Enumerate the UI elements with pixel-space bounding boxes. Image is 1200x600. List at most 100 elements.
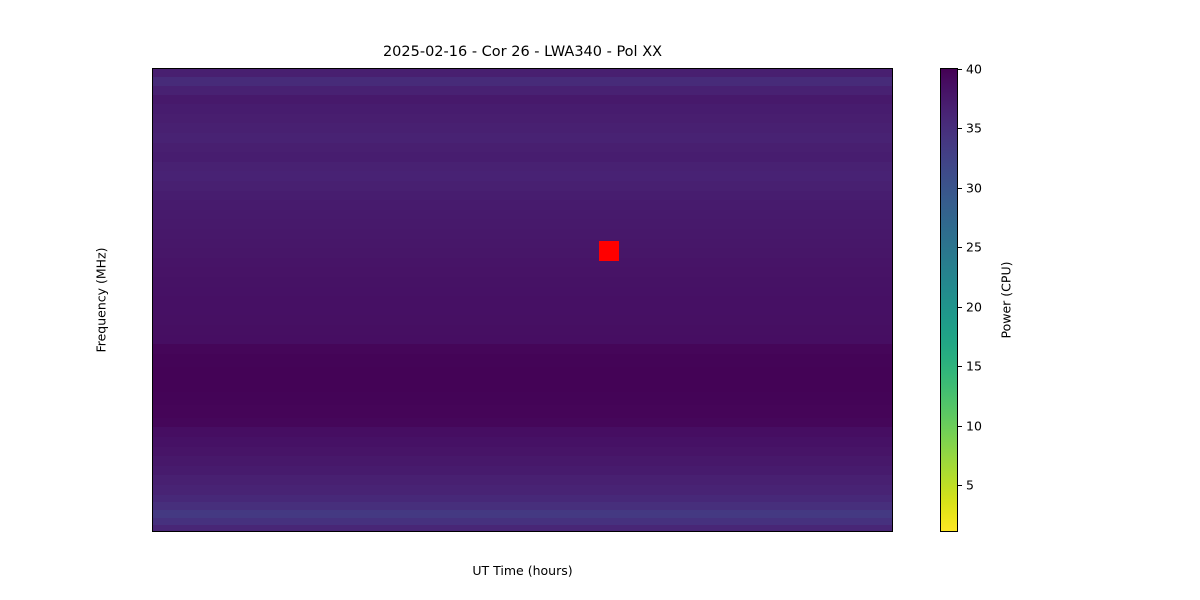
heatmap-band xyxy=(153,257,892,268)
x-tick-minor-mark xyxy=(657,531,658,532)
heatmap-band xyxy=(153,181,892,192)
colorbar[interactable]: 5 10 15 20 25 30 35 40 xyxy=(940,62,982,532)
y-axis-label: Frequency (MHz) xyxy=(93,247,109,353)
heatmap-band xyxy=(153,502,892,511)
heatmap-band xyxy=(153,77,892,87)
heatmap-band xyxy=(153,437,892,448)
x-tick-minor-mark xyxy=(628,531,629,532)
colorbar-tick-mark xyxy=(957,128,962,130)
heatmap-band xyxy=(153,525,892,531)
heatmap-band xyxy=(153,405,892,419)
heatmap-band xyxy=(153,219,892,230)
x-tick-minor-mark xyxy=(315,531,316,532)
colorbar-label: Power (CPU) xyxy=(998,261,1014,339)
heatmap-band xyxy=(153,209,892,220)
y-tick-mark xyxy=(152,431,153,432)
x-tick-minor-mark xyxy=(828,531,829,532)
heatmap-image xyxy=(153,69,892,531)
x-tick-minor-mark xyxy=(514,531,515,532)
heatmap-band xyxy=(153,366,892,380)
x-tick-minor-mark xyxy=(714,531,715,532)
heatmap-band xyxy=(153,343,892,355)
plot-title: 2025-02-16 - Cor 26 - LWA340 - Pol XX xyxy=(382,44,663,60)
x-tick-minor-mark xyxy=(543,531,544,532)
heatmap-band xyxy=(153,509,892,519)
x-axis-label: UT Time (hours) xyxy=(472,563,573,578)
heatmap-band xyxy=(153,325,892,336)
heatmap-band xyxy=(153,171,892,182)
x-tick-minor-mark xyxy=(286,531,287,532)
colorbar-tick-label: 20 xyxy=(966,299,982,315)
colorbar-tick-mark xyxy=(957,485,962,487)
x-tick-minor-mark xyxy=(771,531,772,532)
event-marker-icon[interactable] xyxy=(599,241,619,262)
heatmap-band xyxy=(153,517,892,526)
x-tick-mark xyxy=(229,531,230,532)
heatmap-band xyxy=(153,296,892,307)
heatmap-band xyxy=(153,248,892,259)
heatmap-band xyxy=(153,446,892,457)
y-tick-mark xyxy=(152,303,153,304)
x-tick-minor-mark xyxy=(856,531,857,532)
x-tick-minor-mark xyxy=(600,531,601,532)
colorbar-tick-mark xyxy=(957,425,962,427)
heatmap-band xyxy=(153,494,892,503)
heatmap-band xyxy=(153,465,892,476)
heatmap-band xyxy=(153,427,892,438)
heatmap-band xyxy=(153,123,892,134)
heatmap-band xyxy=(153,152,892,163)
colorbar-tick-mark xyxy=(957,187,962,189)
x-tick-mark xyxy=(457,531,458,532)
heatmap-band xyxy=(153,86,892,96)
heatmap-band xyxy=(153,315,892,326)
x-tick-minor-mark xyxy=(372,531,373,532)
x-tick-minor-mark xyxy=(429,531,430,532)
heatmap-band xyxy=(153,133,892,144)
heatmap-band xyxy=(153,379,892,393)
heatmap-band xyxy=(153,286,892,297)
x-tick-mark xyxy=(685,531,686,532)
x-tick-minor-mark xyxy=(885,531,886,532)
colorbar-tick-mark xyxy=(957,366,962,368)
heatmap-band xyxy=(153,456,892,467)
y-tick-mark xyxy=(152,175,153,176)
heatmap-band xyxy=(153,238,892,249)
heatmap-band xyxy=(153,200,892,211)
colorbar-tick-label: 40 xyxy=(966,61,982,77)
x-tick-mark xyxy=(799,531,800,532)
x-tick-minor-mark xyxy=(201,531,202,532)
x-tick-minor-mark xyxy=(258,531,259,532)
heatmap-band xyxy=(153,334,892,345)
x-tick-mark xyxy=(343,531,344,532)
heatmap-band xyxy=(153,69,892,78)
colorbar-tick-label: 30 xyxy=(966,180,982,196)
heatmap-band xyxy=(153,113,892,124)
y-tick-mark xyxy=(152,367,153,368)
x-tick-minor-mark xyxy=(742,531,743,532)
x-tick-minor-mark xyxy=(486,531,487,532)
colorbar-tick-mark xyxy=(957,306,962,308)
heatmap-band xyxy=(153,485,892,496)
heatmap-band xyxy=(153,353,892,368)
heatmap-band xyxy=(153,277,892,288)
colorbar-tick-label: 10 xyxy=(966,418,982,434)
colorbar-tick-label: 25 xyxy=(966,239,982,255)
heatmap-band xyxy=(153,161,892,172)
y-tick-mark xyxy=(152,111,153,112)
heatmap-band xyxy=(153,95,892,105)
colorbar-tick-label: 15 xyxy=(966,358,982,374)
heatmap-band xyxy=(153,142,892,153)
x-tick-minor-mark xyxy=(400,531,401,532)
heatmap-band xyxy=(153,475,892,486)
colorbar-tick-mark xyxy=(957,247,962,249)
dynamic-spectrum-axes[interactable]: 20304050607080 789101112 xyxy=(152,68,893,532)
colorbar-tick-label: 35 xyxy=(966,120,982,136)
colorbar-gradient xyxy=(941,69,957,531)
heatmap-band xyxy=(153,104,892,115)
x-tick-minor-mark xyxy=(172,531,173,532)
heatmap-band xyxy=(153,267,892,278)
heatmap-band xyxy=(153,190,892,201)
heatmap-band xyxy=(153,392,892,406)
y-tick-mark xyxy=(152,239,153,240)
